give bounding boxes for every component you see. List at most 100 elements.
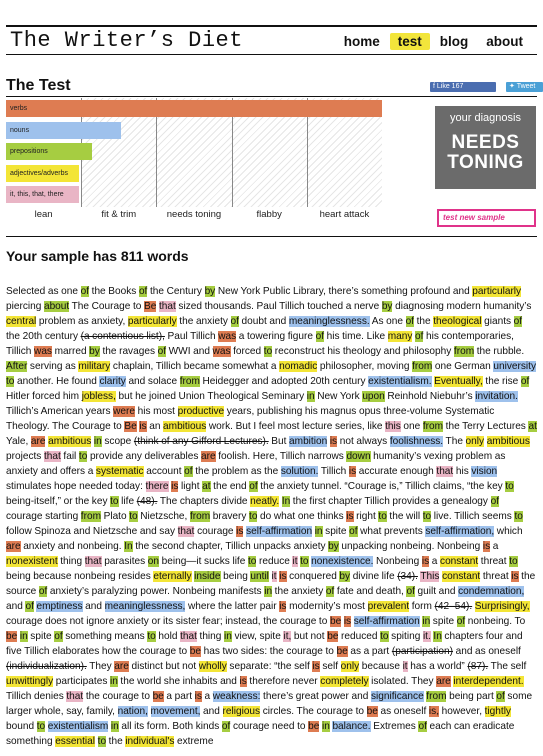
bar-prepositions: prepositions (6, 143, 93, 160)
sample-text-run: his most (135, 406, 178, 417)
highlighted-word: unwittingly (6, 676, 54, 687)
highlighted-word: is (279, 601, 287, 612)
highlighted-word: essential (55, 736, 96, 747)
header-bottom-rule (6, 54, 537, 55)
sample-text-run: problem as anxiety, (36, 316, 128, 327)
highlighted-word: prevalent (367, 601, 410, 612)
tweet-button[interactable]: ✦ Tweet (506, 82, 543, 92)
highlighted-word: is (312, 661, 320, 672)
sample-text-run: where the latter pair (185, 601, 280, 612)
sample-text-run: the Books (89, 286, 139, 297)
sample-text-run: anxiety’s paralyzing power. Nonbeing man… (47, 586, 265, 597)
highlighted-word: of (349, 526, 358, 537)
site-title[interactable]: The Writer’s Diet (10, 28, 243, 53)
sample-text-run: his (453, 466, 472, 477)
highlighted-word: in (109, 676, 118, 687)
highlighted-word: significance (370, 691, 424, 702)
sample-text-run: Paul Tillich (164, 331, 219, 342)
highlighted-word: of (490, 496, 499, 507)
nav-home[interactable]: home (343, 34, 380, 49)
facebook-like-button[interactable]: f Like 167 (430, 82, 496, 92)
highlighted-word: to (378, 511, 387, 522)
sample-text-run: all its form. Both kinds (118, 721, 222, 732)
scale-label: lean (34, 209, 53, 220)
sample-text-run: and solace (125, 376, 180, 387)
nav-about[interactable]: about (486, 34, 523, 49)
highlighted-word: tightly (484, 706, 511, 717)
highlighted-word: particularly (127, 316, 177, 327)
highlighted-word: that (84, 556, 102, 567)
sample-text-run: a (429, 556, 441, 567)
highlighted-word: to (147, 631, 156, 642)
highlighted-word: wholly (198, 661, 227, 672)
highlighted-word: down (346, 451, 371, 462)
sample-text-run: the end (210, 481, 250, 492)
sample-text-run: the anxiety (272, 586, 326, 597)
highlighted-word: from (422, 421, 444, 432)
highlighted-word: vision (471, 466, 498, 477)
highlighted-word: (participation) (391, 646, 453, 657)
highlighted-word: of (54, 631, 63, 642)
highlighted-word: are (6, 541, 21, 552)
sample-text-run: hold (155, 631, 181, 642)
highlighted-word: on (147, 556, 159, 567)
highlighted-word: it, (283, 631, 292, 642)
sample-text-run: Tillich’s American years (6, 406, 114, 417)
sample-text-run: fail (60, 451, 79, 462)
highlighted-word: Surprisingly, (474, 601, 530, 612)
sample-text-run: because (359, 661, 403, 672)
sample-text-run: stimulates hope needed today: (6, 481, 146, 492)
sample-text-run: Plato (100, 511, 130, 522)
sample-text-run: his contemporaries, Tillich (6, 331, 514, 357)
sample-text-run: forced (230, 346, 264, 357)
highlighted-word: completely (320, 676, 369, 687)
highlighted-word: nonexistence. (311, 556, 374, 567)
highlighted-word: foolishness. (389, 436, 444, 447)
highlighted-word: of (513, 316, 523, 327)
header-top-rule (6, 25, 537, 27)
highlighted-word: self-affirmation (353, 616, 420, 627)
highlighted-word: nonexistent (6, 556, 58, 567)
highlighted-word: be (189, 646, 201, 657)
highlighted-word: by (339, 571, 351, 582)
sample-text-run: serving as (27, 361, 79, 372)
sample-text-run: a (201, 691, 213, 702)
sample-text-run: modernity’s most (286, 601, 368, 612)
highlighted-word: ambitious (486, 436, 530, 447)
highlighted-word: of (38, 586, 48, 597)
highlighted-word: in (314, 526, 323, 537)
sample-text-run: which (494, 526, 523, 537)
highlighted-word: is, (428, 706, 439, 717)
sample-text-run: diagnosing modern humanity’s (392, 301, 532, 312)
sample-text-run: The chapters divide (157, 496, 251, 507)
highlighted-word: emptiness (36, 601, 83, 612)
sample-text-run: spite (27, 631, 55, 642)
highlighted-word: from (80, 511, 101, 522)
test-new-sample-button[interactable]: test new sample (437, 209, 536, 227)
nav-blog[interactable]: blog (439, 34, 469, 49)
title-rule (6, 96, 537, 97)
highlighted-word: be (329, 616, 342, 627)
highlighted-word: that (66, 691, 84, 702)
highlighted-word: of (249, 481, 258, 492)
highlighted-word: in (422, 616, 431, 627)
sample-text-run: has two sides: the courage to (201, 646, 337, 657)
sample-text-run: But (268, 436, 290, 447)
highlighted-word: about (43, 301, 70, 312)
sample-text-run: there’s great power and (260, 691, 371, 702)
highlighted-word: is (194, 691, 202, 702)
highlighted-word: is (348, 466, 357, 477)
highlighted-word: that (158, 301, 176, 312)
highlighted-word: from (453, 346, 475, 357)
sample-text-run: courage need to (230, 721, 309, 732)
sample-text-run: an (146, 421, 164, 432)
sample-text-run: chaplain, Tillich became somewhat a (110, 361, 280, 372)
highlighted-word: Be (124, 421, 137, 432)
sample-text-run: courage (194, 526, 237, 537)
highlighted-word: to (249, 511, 258, 522)
sample-text-run: one German (432, 361, 494, 372)
highlighted-word: eternally (153, 571, 192, 582)
nav-test[interactable]: test (389, 33, 430, 50)
highlighted-word: (42–54). (434, 601, 473, 612)
highlighted-word: in (110, 721, 119, 732)
